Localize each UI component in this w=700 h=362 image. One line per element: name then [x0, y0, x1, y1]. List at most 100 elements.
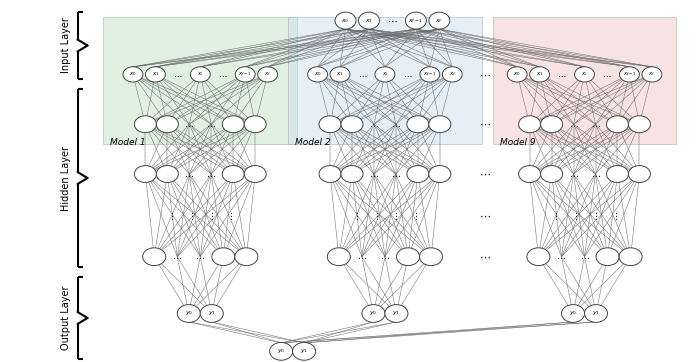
- Text: $\cdots$: $\cdots$: [380, 252, 390, 261]
- Ellipse shape: [530, 67, 550, 82]
- Text: $\cdots$: $\cdots$: [591, 120, 601, 129]
- Text: Output Layer: Output Layer: [61, 286, 71, 350]
- Ellipse shape: [222, 116, 244, 133]
- Text: $\vdots$: $\vdots$: [167, 210, 174, 222]
- Ellipse shape: [200, 304, 223, 323]
- Ellipse shape: [328, 248, 350, 266]
- Text: $\vdots$: $\vdots$: [411, 210, 418, 222]
- Ellipse shape: [123, 67, 143, 82]
- Text: $\cdots$: $\cdots$: [206, 169, 216, 178]
- Ellipse shape: [508, 67, 527, 82]
- Text: Model 9: Model 9: [500, 138, 536, 147]
- Text: $\cdots$: $\cdots$: [184, 169, 195, 178]
- Text: $\cdots$: $\cdots$: [387, 16, 398, 26]
- Text: $x_1$: $x_1$: [365, 17, 373, 25]
- Text: $y_0$: $y_0$: [185, 310, 193, 317]
- Text: $\cdots$: $\cdots$: [568, 120, 579, 129]
- Ellipse shape: [341, 165, 363, 182]
- Ellipse shape: [235, 248, 258, 266]
- Text: $y_1$: $y_1$: [392, 310, 400, 317]
- Text: $\cdots$: $\cdots$: [358, 70, 368, 79]
- Text: $x_f$: $x_f$: [449, 71, 456, 78]
- Text: $x_{f-1}$: $x_{f-1}$: [623, 71, 636, 78]
- Ellipse shape: [642, 67, 662, 82]
- Ellipse shape: [407, 116, 429, 133]
- Text: $\cdots$: $\cdots$: [568, 169, 579, 178]
- Ellipse shape: [362, 304, 385, 323]
- Text: $\cdots$: $\cdots$: [184, 120, 195, 129]
- Text: $\cdots$: $\cdots$: [391, 169, 401, 178]
- Text: $\cdots$: $\cdots$: [479, 211, 491, 221]
- Ellipse shape: [177, 304, 200, 323]
- Ellipse shape: [375, 67, 395, 82]
- Ellipse shape: [429, 116, 451, 133]
- Ellipse shape: [620, 67, 639, 82]
- Text: $\vdots$: $\vdots$: [187, 210, 194, 222]
- Ellipse shape: [319, 116, 341, 133]
- Text: $\cdots$: $\cdots$: [391, 120, 401, 129]
- Text: $x_0$: $x_0$: [314, 71, 321, 78]
- Text: $\vdots$: $\vdots$: [571, 210, 578, 222]
- Text: $\cdots$: $\cdots$: [557, 70, 567, 79]
- Text: $\vdots$: $\vdots$: [227, 210, 233, 222]
- Text: $x_i$: $x_i$: [197, 71, 204, 78]
- Text: $\cdots$: $\cdots$: [206, 120, 216, 129]
- Text: $\vdots$: $\vdots$: [391, 210, 398, 222]
- Text: $\cdots$: $\cdots$: [195, 252, 205, 261]
- Ellipse shape: [293, 342, 316, 360]
- Ellipse shape: [358, 12, 379, 29]
- Ellipse shape: [330, 67, 350, 82]
- Ellipse shape: [442, 67, 462, 82]
- Text: Model 1: Model 1: [111, 138, 146, 147]
- Ellipse shape: [540, 165, 563, 182]
- Text: $\cdots$: $\cdots$: [479, 252, 491, 262]
- Ellipse shape: [244, 116, 266, 133]
- Text: $\vdots$: $\vdots$: [591, 210, 598, 222]
- Text: $x_f$: $x_f$: [264, 71, 272, 78]
- Ellipse shape: [429, 12, 450, 29]
- Ellipse shape: [134, 116, 156, 133]
- Text: $x_{f-1}$: $x_{f-1}$: [408, 17, 424, 25]
- Text: $\vdots$: $\vdots$: [206, 210, 214, 222]
- Ellipse shape: [341, 116, 363, 133]
- Ellipse shape: [629, 165, 650, 182]
- Text: $\cdots$: $\cdots$: [369, 120, 379, 129]
- Text: $x_f$: $x_f$: [435, 17, 443, 25]
- FancyBboxPatch shape: [493, 17, 676, 144]
- Text: $\cdots$: $\cdots$: [580, 252, 589, 261]
- Text: $\cdots$: $\cdots$: [591, 169, 601, 178]
- Text: $\cdots$: $\cdots$: [218, 70, 228, 79]
- Ellipse shape: [134, 165, 156, 182]
- Text: $\cdots$: $\cdots$: [479, 70, 491, 79]
- Ellipse shape: [606, 165, 629, 182]
- Ellipse shape: [156, 165, 178, 182]
- Text: $x_1$: $x_1$: [336, 71, 344, 78]
- Ellipse shape: [619, 248, 642, 266]
- Text: $\vdots$: $\vdots$: [610, 210, 617, 222]
- Text: $x_{f-1}$: $x_{f-1}$: [239, 71, 252, 78]
- Ellipse shape: [527, 248, 550, 266]
- Ellipse shape: [270, 342, 293, 360]
- Text: $y_1$: $y_1$: [300, 348, 308, 355]
- Ellipse shape: [222, 165, 244, 182]
- Text: Input Layer: Input Layer: [61, 18, 71, 73]
- Ellipse shape: [258, 67, 278, 82]
- Text: $x_1$: $x_1$: [152, 71, 159, 78]
- Text: $x_{f-1}$: $x_{f-1}$: [423, 71, 437, 78]
- Text: $\cdots$: $\cdots$: [602, 70, 612, 79]
- Text: $\vdots$: $\vdots$: [552, 210, 559, 222]
- Text: $x_i$: $x_i$: [382, 71, 388, 78]
- Ellipse shape: [420, 67, 440, 82]
- Ellipse shape: [235, 67, 256, 82]
- Ellipse shape: [396, 248, 419, 266]
- Text: Hidden Layer: Hidden Layer: [61, 146, 71, 211]
- Ellipse shape: [429, 165, 451, 182]
- Text: $\cdots$: $\cdots$: [357, 252, 367, 261]
- Ellipse shape: [335, 12, 356, 29]
- Ellipse shape: [244, 165, 266, 182]
- Text: $y_0$: $y_0$: [569, 310, 577, 317]
- Ellipse shape: [629, 116, 650, 133]
- Text: $y_0$: $y_0$: [277, 348, 286, 355]
- Ellipse shape: [575, 67, 594, 82]
- FancyBboxPatch shape: [104, 17, 297, 144]
